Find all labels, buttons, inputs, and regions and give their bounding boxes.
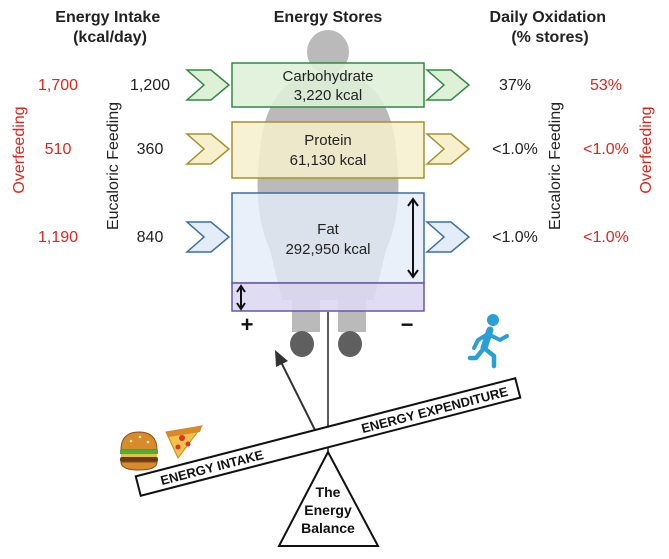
energy-expenditure-label: ENERGY EXPENDITURE bbox=[360, 384, 510, 436]
fulcrum-label-line3: Balance bbox=[301, 520, 355, 536]
pizza-icon bbox=[165, 425, 204, 459]
fat-intake-chevron-icon bbox=[185, 221, 231, 253]
protein-eucaloric-oxidation: <1.0% bbox=[492, 141, 538, 158]
fat-eucaloric-oxidation: <1.0% bbox=[492, 229, 538, 246]
intake-header-line1: Energy Intake bbox=[55, 9, 160, 26]
plus-sign: + bbox=[241, 312, 254, 337]
protein-intake-chevron-icon bbox=[185, 133, 231, 165]
protein-box bbox=[231, 121, 425, 179]
fat-box bbox=[231, 192, 425, 284]
stores-header: Energy Stores bbox=[274, 9, 383, 26]
oxidation-header: Daily Oxidation (% stores) bbox=[490, 9, 611, 46]
oxidation-header-line1: Daily Oxidation bbox=[490, 9, 606, 26]
carbohydrate-label: Carbohydrate bbox=[283, 68, 374, 85]
fat-overfeeding-oxidation: <1.0% bbox=[583, 229, 629, 246]
fat-eucaloric-intake: 840 bbox=[137, 229, 164, 246]
fulcrum-label-line2: Energy bbox=[304, 502, 352, 518]
carbohydrate-box bbox=[231, 62, 425, 108]
protein-eucaloric-intake: 360 bbox=[137, 141, 164, 158]
minus-sign: − bbox=[401, 312, 414, 337]
carbohydrate-intake-chevron-icon bbox=[185, 69, 231, 101]
fat-oxidation-chevron-icon bbox=[425, 221, 471, 253]
fat-stores: 292,950 kcal bbox=[285, 241, 370, 258]
left-overfeeding-label: Overfeeding bbox=[11, 106, 28, 193]
protein-overfeeding-oxidation: <1.0% bbox=[583, 141, 629, 158]
carbohydrate-overfeeding-intake: 1,700 bbox=[38, 77, 78, 94]
carbohydrate-oxidation-chevron-icon bbox=[425, 69, 471, 101]
fat-double-arrow-icon bbox=[407, 197, 419, 279]
burger-icon bbox=[120, 431, 158, 471]
carbohydrate-eucaloric-oxidation: 37% bbox=[499, 77, 531, 94]
protein-stores: 61,130 kcal bbox=[290, 152, 367, 169]
fulcrum-label-line1: The bbox=[316, 484, 341, 500]
right-eucaloric-label: Eucaloric Feeding bbox=[547, 102, 564, 230]
protein-oxidation-chevron-icon bbox=[425, 133, 471, 165]
intake-header: Energy Intake (kcal/day) bbox=[55, 9, 164, 46]
fat-label: Fat bbox=[317, 221, 340, 238]
extra-fat-double-arrow-icon bbox=[236, 284, 246, 311]
right-overfeeding-label: Overfeeding bbox=[638, 106, 655, 193]
intake-header-line2: (kcal/day) bbox=[73, 29, 147, 46]
protein-label: Protein bbox=[304, 132, 352, 149]
carbohydrate-eucaloric-intake: 1,200 bbox=[130, 77, 170, 94]
carbohydrate-overfeeding-oxidation: 53% bbox=[590, 77, 622, 94]
extra-fat-box bbox=[231, 282, 425, 312]
oxidation-header-line2: (% stores) bbox=[511, 29, 588, 46]
carbohydrate-stores: 3,220 kcal bbox=[294, 87, 362, 104]
fulcrum-triangle bbox=[277, 449, 380, 547]
protein-overfeeding-intake: 510 bbox=[45, 141, 72, 158]
left-eucaloric-label: Eucaloric Feeding bbox=[105, 102, 122, 230]
runner-icon bbox=[467, 314, 509, 369]
fat-overfeeding-intake: 1,190 bbox=[38, 229, 78, 246]
